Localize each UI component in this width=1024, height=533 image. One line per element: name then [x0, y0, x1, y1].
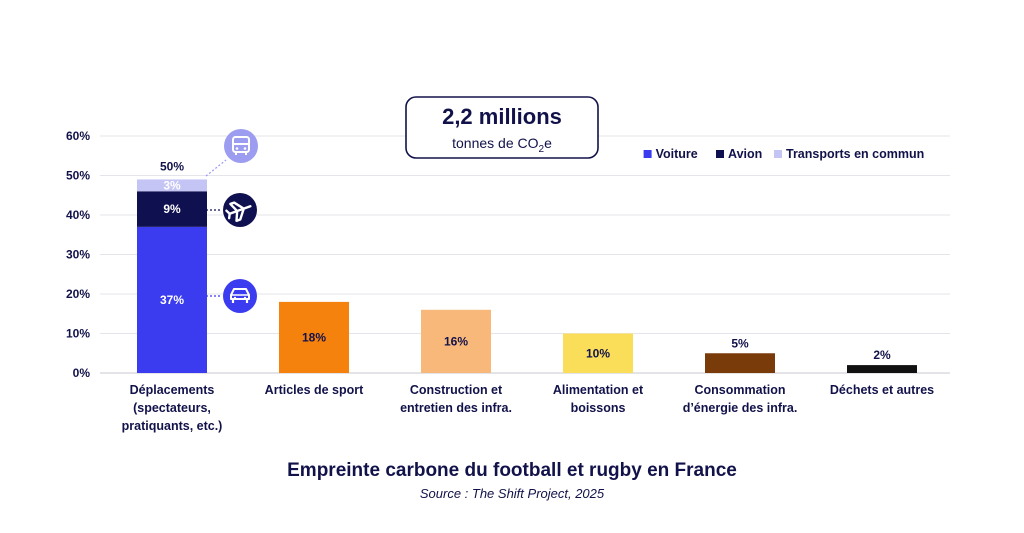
bar-segment	[279, 301, 349, 373]
category-label: entretien des infra.	[400, 401, 512, 415]
category-label: pratiquants, etc.)	[122, 419, 223, 433]
category-label: boissons	[571, 401, 626, 415]
y-tick-label: 50%	[66, 169, 90, 183]
car-icon	[223, 279, 257, 313]
bar-segment	[137, 191, 207, 227]
data-label: 5%	[731, 336, 749, 350]
category-label: Consommation	[695, 383, 786, 397]
legend-label: Transports en commun	[786, 147, 924, 161]
bar-segment	[421, 309, 491, 373]
category-label: Construction et	[410, 383, 503, 397]
category-label: (spectateurs,	[133, 401, 211, 415]
grid-lines	[100, 135, 950, 374]
bar-segment	[847, 365, 917, 373]
icon-connectors	[205, 159, 227, 297]
data-label: 3%	[163, 178, 181, 192]
y-tick-label: 20%	[66, 287, 90, 301]
data-label: 37%	[160, 293, 184, 307]
data-label: 9%	[163, 202, 181, 216]
category-label: Articles de sport	[265, 383, 364, 397]
total-label: 50%	[160, 159, 184, 173]
callout-value: 2,2 millions	[442, 104, 562, 129]
callout-unit-prefix: tonnes de CO	[452, 135, 538, 151]
bar-labels: 37% 9% 3% 50% 18% 16% 10% 5% 2%	[160, 159, 891, 362]
bar-segment	[137, 179, 207, 192]
airplane-icon	[223, 193, 257, 227]
chart-title: Empreinte carbone du football et rugby e…	[287, 460, 737, 481]
legend-swatch	[774, 150, 782, 158]
callout-unit: tonnes de CO2e	[452, 135, 552, 155]
y-tick-label: 40%	[66, 208, 90, 222]
data-label: 2%	[873, 348, 891, 362]
legend-label: Avion	[728, 147, 762, 161]
callout-unit-suffix: e	[544, 135, 552, 151]
data-label: 18%	[302, 330, 326, 344]
callout-unit-sub: 2	[539, 144, 545, 155]
bus-icon	[224, 129, 258, 163]
y-tick-label: 0%	[73, 366, 91, 380]
category-label: Alimentation et	[553, 383, 644, 397]
bar-segment	[137, 226, 207, 373]
chart-source: Source : The Shift Project, 2025	[420, 486, 605, 501]
legend: Voiture Avion Transports en commun	[643, 147, 924, 161]
legend-label: Voiture	[656, 147, 698, 161]
bar-segment	[705, 353, 775, 373]
category-labels: Déplacements (spectateurs, pratiquants, et…	[122, 383, 935, 433]
bar-segment	[563, 333, 633, 373]
total-callout: 2,2 millions tonnes de CO2e	[405, 96, 599, 159]
category-label: Déchets et autres	[830, 383, 934, 397]
data-label: 10%	[586, 346, 610, 360]
y-tick-label: 60%	[66, 129, 90, 143]
category-label: d’énergie des infra.	[683, 401, 798, 415]
bars	[137, 179, 917, 373]
legend-swatch	[643, 150, 652, 158]
y-tick-label: 10%	[66, 327, 90, 341]
y-axis-ticks: 0% 10% 20% 30% 40% 50% 60%	[66, 129, 90, 380]
legend-swatch	[716, 150, 724, 158]
y-tick-label: 30%	[66, 248, 90, 262]
category-label: Déplacements	[130, 383, 215, 397]
data-label: 16%	[444, 334, 468, 348]
